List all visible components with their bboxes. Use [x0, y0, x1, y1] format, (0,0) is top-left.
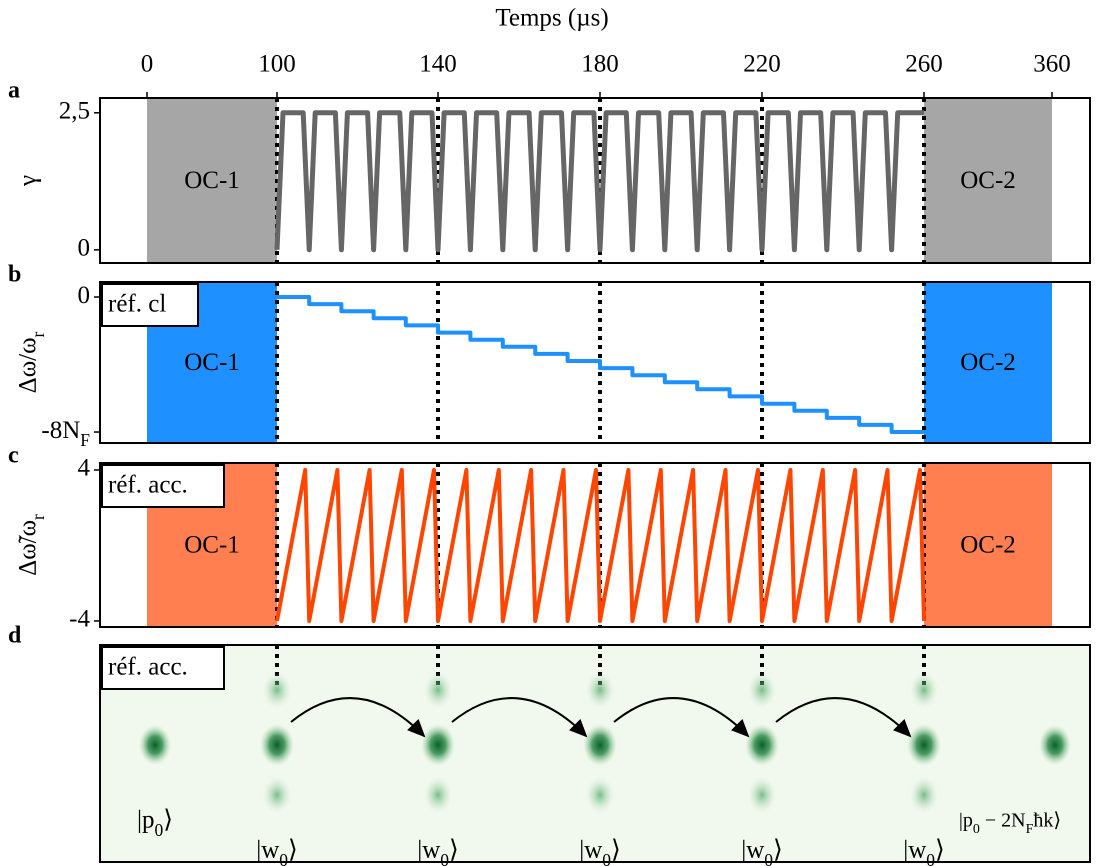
data-line	[275, 468, 926, 623]
x-tick-label: 140	[419, 51, 457, 78]
atom-cloud	[745, 724, 779, 766]
region-label: OC-2	[960, 167, 1016, 194]
atom-cloud	[910, 672, 938, 708]
region-label: OC-1	[184, 532, 240, 559]
region-label: OC-1	[184, 167, 240, 194]
atom-cloud	[263, 672, 291, 708]
atom-cloud	[263, 777, 291, 813]
y-tick-label: 4	[78, 455, 91, 482]
y-tick-label: 0	[78, 282, 91, 309]
atom-cloud	[424, 672, 452, 708]
region	[924, 282, 1052, 443]
x-tick-label: 220	[743, 51, 781, 78]
x-tick-label: 180	[581, 51, 619, 78]
y-tick-label: 0	[78, 235, 91, 262]
atom-cloud	[421, 724, 455, 766]
region	[924, 463, 1052, 627]
panel-letter: a	[8, 78, 20, 104]
atom-cloud	[1039, 725, 1071, 765]
y-axis-title: γ	[15, 175, 42, 187]
data-line	[274, 110, 924, 253]
inset-box	[101, 646, 225, 690]
transition-arrow	[451, 697, 588, 738]
plot-frame	[99, 281, 1091, 444]
x-tick-label: 360	[1033, 51, 1071, 78]
panel-letter: d	[8, 623, 22, 649]
x-tick-label: 0	[141, 51, 154, 78]
y-axis-title: Δω/ωr	[15, 331, 48, 393]
transition-arrow	[613, 697, 750, 738]
panel-letter: b	[8, 262, 21, 288]
inset-label: réf. acc.	[108, 654, 188, 681]
atom-cloud	[910, 777, 938, 813]
atom-cloud	[424, 777, 452, 813]
atom-cloud	[907, 724, 941, 766]
atom-cloud	[586, 777, 614, 813]
atom-cloud	[139, 725, 171, 765]
panel: OC-1 OC-2 4 -4 Δω̃/ωr c réf. acc.	[8, 443, 1091, 633]
inset-label: réf. cl	[108, 291, 166, 318]
inset-label: réf. acc.	[108, 472, 188, 499]
y-tick-label: -8NF	[41, 417, 90, 450]
region	[924, 98, 1052, 263]
plot-frame	[99, 97, 1091, 264]
y-axis-title: Δω̃/ωr	[15, 514, 48, 576]
x-axis-title: Temps (µs)	[495, 5, 608, 32]
region-label: OC-2	[960, 349, 1016, 376]
transition-arrow	[290, 697, 426, 738]
inset-box	[101, 283, 199, 327]
atom-cloud	[748, 777, 776, 813]
y-tick-label: 2,5	[59, 98, 90, 125]
transition-arrow	[775, 697, 912, 738]
panel: OC-1 OC-2 0 2,5 γ a	[8, 78, 1091, 264]
atom-cloud	[583, 724, 617, 766]
panel: OC-1 OC-2 0 -8NF Δω/ωr b réf. cl	[8, 262, 1091, 450]
panel-letter: c	[8, 443, 19, 469]
plot-frame	[99, 644, 1091, 863]
region	[147, 98, 277, 263]
inset-box	[101, 464, 225, 508]
atom-cloud	[748, 672, 776, 708]
data-line	[277, 295, 924, 434]
y-tick-label: -4	[69, 606, 90, 633]
x-tick-label: 100	[258, 51, 296, 78]
atom-cloud	[586, 672, 614, 708]
region-label: OC-2	[960, 532, 1016, 559]
plot-frame	[99, 462, 1091, 628]
region-label: OC-1	[184, 349, 240, 376]
atom-cloud	[260, 724, 294, 766]
x-tick-label: 260	[905, 51, 943, 78]
